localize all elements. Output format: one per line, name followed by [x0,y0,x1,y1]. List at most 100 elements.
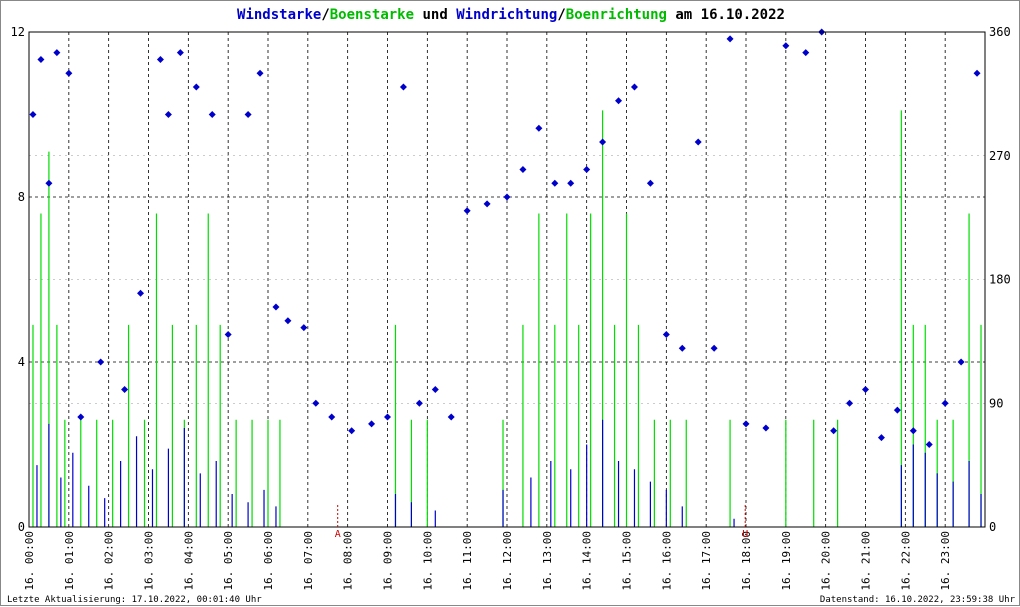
direction-point [244,111,252,118]
y-right-tick-label: 90 [989,396,1003,410]
direction-point [503,193,511,201]
direction-point [583,166,591,173]
x-tick-label: 16. 15:00 [621,531,634,591]
direction-point [567,179,575,187]
direction-point [37,56,45,63]
direction-point [802,49,810,57]
x-tick-label: 16. 13:00 [541,531,554,591]
direction-point [519,166,527,173]
direction-point [957,358,965,366]
direction-point [941,399,949,407]
direction-point [551,179,559,187]
x-tick-label: 16. 08:00 [342,531,355,591]
x-tick-label: 16. 06:00 [262,531,275,591]
chart-title: Windstarke/Boenstarke und Windrichtung/B… [237,7,785,23]
x-axis: 16. 00:00 16. 01:00 16. 02:00 16. 03:00 16. … [23,531,952,591]
x-tick-label: 16. 05:00 [222,531,235,591]
direction-point [300,324,308,332]
title-part-0: Windstarke [237,7,321,23]
x-tick-label: 16. 03:00 [143,531,156,591]
title-part-6: Boenrichtung [566,7,667,23]
x-tick-label: 16. 19:00 [780,531,793,591]
direction-point [646,179,654,187]
y-right-tick-label: 270 [989,149,1011,163]
title-part-7: am 16.10.2022 [667,7,785,23]
footer-last-update: Letzte Aktualisierung: 17.10.2022, 00:01… [7,595,262,605]
direction-point [328,413,336,421]
y-right-tick-label: 180 [989,273,1011,287]
direction-point [97,358,105,366]
x-tick-label: 16. 07:00 [302,531,315,591]
plot-frame [28,31,986,528]
x-tick-label: 16. 10:00 [421,531,434,591]
y-left-tick-label: 4 [18,355,25,369]
direction-point [483,200,491,208]
x-tick-label: 16. 12:00 [501,531,514,591]
direction-point [272,303,280,311]
y-axis-left: 0 4 8 12 [11,25,25,534]
x-tick-label: 16. 22:00 [899,531,912,591]
x-tick-label: 16. 17:00 [700,531,713,591]
x-tick-label: 16. 16:00 [660,531,673,591]
direction-point [164,111,172,118]
direction-point [599,138,607,146]
direction-point [710,344,718,352]
direction-point [53,49,61,57]
direction-point [65,69,73,77]
title-part-5: / [557,7,565,23]
x-tick-label: 16. 09:00 [382,531,395,591]
direction-point [431,386,439,393]
y-axis-right: 0 90 180 270 360 [989,25,1011,534]
x-tick-label: 16. 23:00 [939,531,952,591]
direction-point [742,420,750,428]
wind-series [36,419,982,527]
direction-point [137,289,145,297]
direction-point [368,420,376,428]
direction-point [615,97,623,105]
x-tick-label: 16. 02:00 [103,531,116,591]
direction-point [662,331,670,338]
direction-point [726,35,734,43]
direction-point [256,69,264,77]
direction-point [973,69,981,77]
x-tick-label: 16. 18:00 [740,531,753,591]
direction-point [694,138,702,146]
title-part-1: / [321,7,329,23]
direction-point [312,399,320,407]
direction-point [782,42,790,50]
x-tick-label: 16. 20:00 [820,531,833,591]
direction-point [45,179,53,187]
direction-point [384,413,391,421]
direction-point [877,434,885,442]
y-left-tick-label: 0 [18,520,25,534]
y-right-tick-label: 0 [989,520,996,534]
direction-point [348,427,356,435]
x-tick-label: 16. 01:00 [63,531,76,591]
y-left-tick-label: 8 [18,190,25,204]
direction-point [463,207,471,215]
direction-point [224,331,232,338]
direction-point [121,386,129,393]
direction-point [176,49,184,57]
direction-point [909,427,917,435]
direction-point [208,111,216,118]
y-right-tick-label: 360 [989,25,1011,39]
x-tick-label: 16. 00:00 [23,531,36,591]
x-tick-label: 16. 04:00 [182,531,195,591]
day-marker-label: U [742,529,748,540]
direction-point [415,399,423,407]
direction-point [535,124,543,132]
title-part-2: Boenstarke [330,7,414,23]
title-part-4: Windrichtung [456,7,557,23]
direction-point [399,83,407,91]
x-tick-label: 16. 11:00 [461,531,474,591]
direction-point [192,83,200,91]
y-left-tick-label: 12 [11,25,25,39]
direction-point [862,386,869,393]
direction-point [156,56,164,63]
direction-point [925,441,933,448]
direction-point [678,344,686,352]
direction-point [29,111,37,118]
